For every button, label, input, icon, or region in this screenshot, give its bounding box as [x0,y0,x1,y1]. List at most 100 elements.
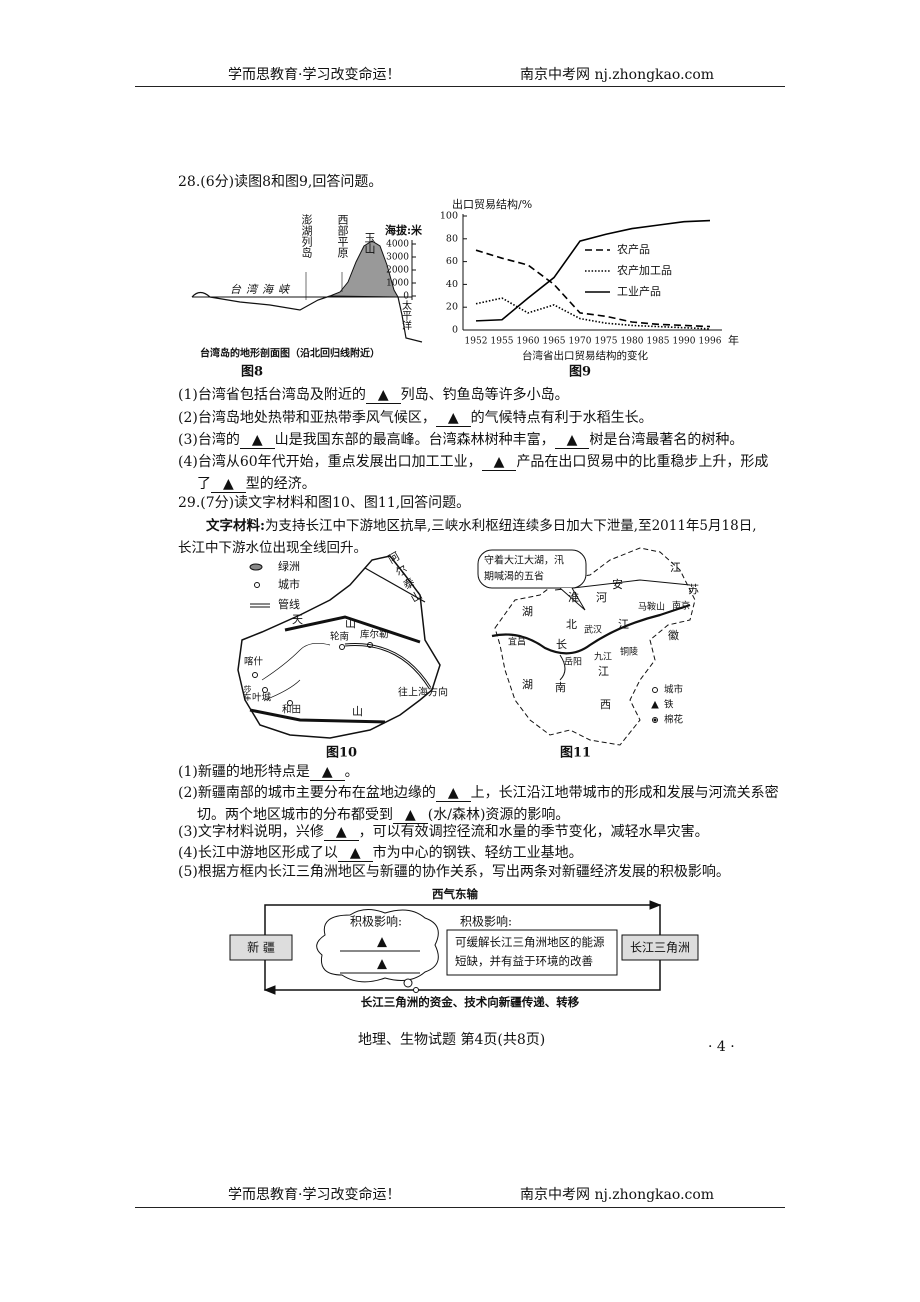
place-label: 轮南 [330,631,349,643]
cooperation-diagram [229,900,699,995]
question-text: (1)台湾省包括台湾岛及附近的 [178,387,366,403]
diagram-label: 长江三角洲 [630,941,690,955]
question-item: (5)根据方框内长江三角洲地区与新疆的协作关系，写出两条对新疆经济发展的积极影响… [178,861,781,883]
answer-blank: ▲ [435,410,471,427]
figure-10-map [237,555,441,739]
answer-blank: ▲ [337,845,373,862]
x-tick-label: 1985 [647,337,670,347]
place-label: 西部平原 [336,214,349,258]
diagram-text: 短缺，并有益于环境的改善 [455,954,593,968]
y-tick-label: 100 [440,211,458,222]
answer-blank: ▲ [323,824,359,841]
answer-blank: ▲ [393,807,428,824]
place-label: 淮 [568,591,579,604]
question-item: (3)文字材料说明，兴修 ▲ ，可以有效调控径流和水量的季节变化，减轻水旱灾害。 [178,821,781,843]
series-line [475,219,711,322]
answer-blank: ▲ [554,432,590,449]
answer-blank: ▲ [211,476,246,493]
place-label: 澎湖列岛 [300,214,313,259]
question-text: (3)文字材料说明，兴修 [178,824,324,840]
header-left: 学而思教育·学习改变命运！ [228,67,401,83]
question-text: (5)根据方框内长江三角洲地区与新疆的协作关系，写出两条对新疆经济发展的积极影响… [178,864,730,880]
place-label: 苏 [688,583,699,596]
legend-label: 城市 [278,577,300,591]
blank: ▲ [377,935,387,950]
question-text: 列岛、钓鱼岛等许多小岛。 [400,387,569,403]
banner-right: 南京中考网 nj.zhongkao.com [520,1187,715,1203]
place-label: 湖 [522,678,533,691]
question-text: (2)新疆南部的城市主要分布在盆地边缘的 [178,785,436,801]
y-tick-label: 1000 [386,279,409,289]
callout: 期喊渴的五省 [484,570,544,583]
y-axis-title: 出口贸易结构/% [452,197,532,211]
place-label: 西 [600,698,611,711]
place-label: 岳阳 [564,656,582,668]
x-tick-label: 1975 [595,337,618,347]
question-text: 市为中心的钢铁、轻纺工业基地。 [372,845,583,861]
y-tick-label: 20 [446,302,458,313]
banner-rule [135,1207,785,1208]
question-text: 型的经济。 [245,476,316,492]
legend-label: 铁 [664,699,674,711]
answer-blank: ▲ [435,785,471,802]
series-line [475,249,711,328]
x-tick-label: 1996 [699,337,722,347]
place-label: 铜陵 [620,646,638,658]
x-tick-label: 1990 [673,337,696,347]
place-label: 喀什 [244,656,264,668]
legend-label: 城市 [664,684,684,696]
y-tick-label: 2000 [386,266,409,276]
x-tick-label: 1980 [621,337,644,347]
caption: 台湾岛的地形剖面图（沿北回归线附近） [200,347,380,360]
place-label: 九江 [594,652,612,663]
place-label: 玉山 [363,232,376,254]
diagram-label: 积极影响: [460,914,512,929]
figure-11-map [477,547,696,746]
figure-label: 图9 [569,365,591,380]
question-text: 山是我国东部的最高峰。台湾森林树种丰富， [274,432,555,448]
answer-blank: ▲ [481,454,517,471]
material: 文字材料:为支持长江中下游地区抗旱,三峡水利枢纽连续多日加大下泄量,至2011年… [178,515,762,559]
question-item: (4)长江中游地区形成了以 ▲ 市为中心的钢铁、轻纺工业基地。 [178,842,781,864]
question-text: 树是台湾最著名的树种。 [589,432,744,448]
legend-label: 管线 [278,597,300,611]
y-tick-label: 0 [403,292,409,302]
place-label: 北 [566,618,577,631]
caption: 台湾省出口贸易结构的变化 [522,349,648,362]
place-label: 长 [556,638,567,651]
y-tick-label: 60 [446,256,458,267]
question-text: 的气候特点有利于水稻生长。 [470,410,653,426]
question-item: (3)台湾的 ▲ 山是我国东部的最高峰。台湾森林树种丰富， ▲ 树是台湾最著名的树种。 [178,429,781,451]
y-tick-label: 3000 [386,253,409,263]
x-tick-label: 1960 [517,337,540,347]
question-text: (4)台湾从60年代开始，重点发展出口加工工业， [178,454,482,470]
place-label: 和田 [282,705,301,716]
question-item: (2)新疆南部的城市主要分布在盆地边缘的 ▲ 上，长江沿江地带城市的形成和发展与河流… [178,782,781,826]
question-text: (2)台湾岛地处热带和亚热带季风气候区， [178,410,436,426]
place-label: 江 [618,618,629,631]
place-label: 河 [596,591,607,604]
question-item: (4)台湾从60年代开始，重点发展出口加工工业， ▲ 产品在出口贸易中的比重稳步上升… [178,451,781,495]
place-label: 南 [555,681,566,694]
question-stem: 29.(7分)读文字材料和图10、图11,回答问题。 [178,495,471,511]
page-footer: 地理、生物试题 第4页(共8页) [358,1032,546,1048]
x-tick-label: 1952 [465,337,488,347]
diagram-label: 长江三角洲的资金、技术向新疆传递、转移 [361,995,580,1009]
y-tick-label: 80 [446,233,458,244]
diagram-text: 可缓解长江三角洲地区的能源 [455,935,605,949]
legend-label: 农产品 [617,242,650,256]
place-label: 库尔勒 [360,629,389,641]
question-stem: 28.(6分)读图8和图9,回答问题。 [178,174,383,190]
x-tick-label: 1965 [543,337,566,347]
place-label: 安 [612,577,623,591]
question-text: 上，长江沿江地带城市的形成和发展与河流关系密切。两个地区城市的分布都受到 [197,785,779,823]
place-label: 江 [598,665,609,678]
legend-label: 棉花 [664,714,684,726]
question-item: (1)新疆的地形特点是 ▲。 [178,761,781,783]
figure-label: 图11 [560,746,591,761]
x-tick-label: 1955 [491,337,514,347]
y-tick-label: 40 [446,279,458,290]
material-text: 为支持长江中下游地区抗旱,三峡水利枢纽连续多日加大下泄量,至2011年5月18日… [178,518,757,556]
